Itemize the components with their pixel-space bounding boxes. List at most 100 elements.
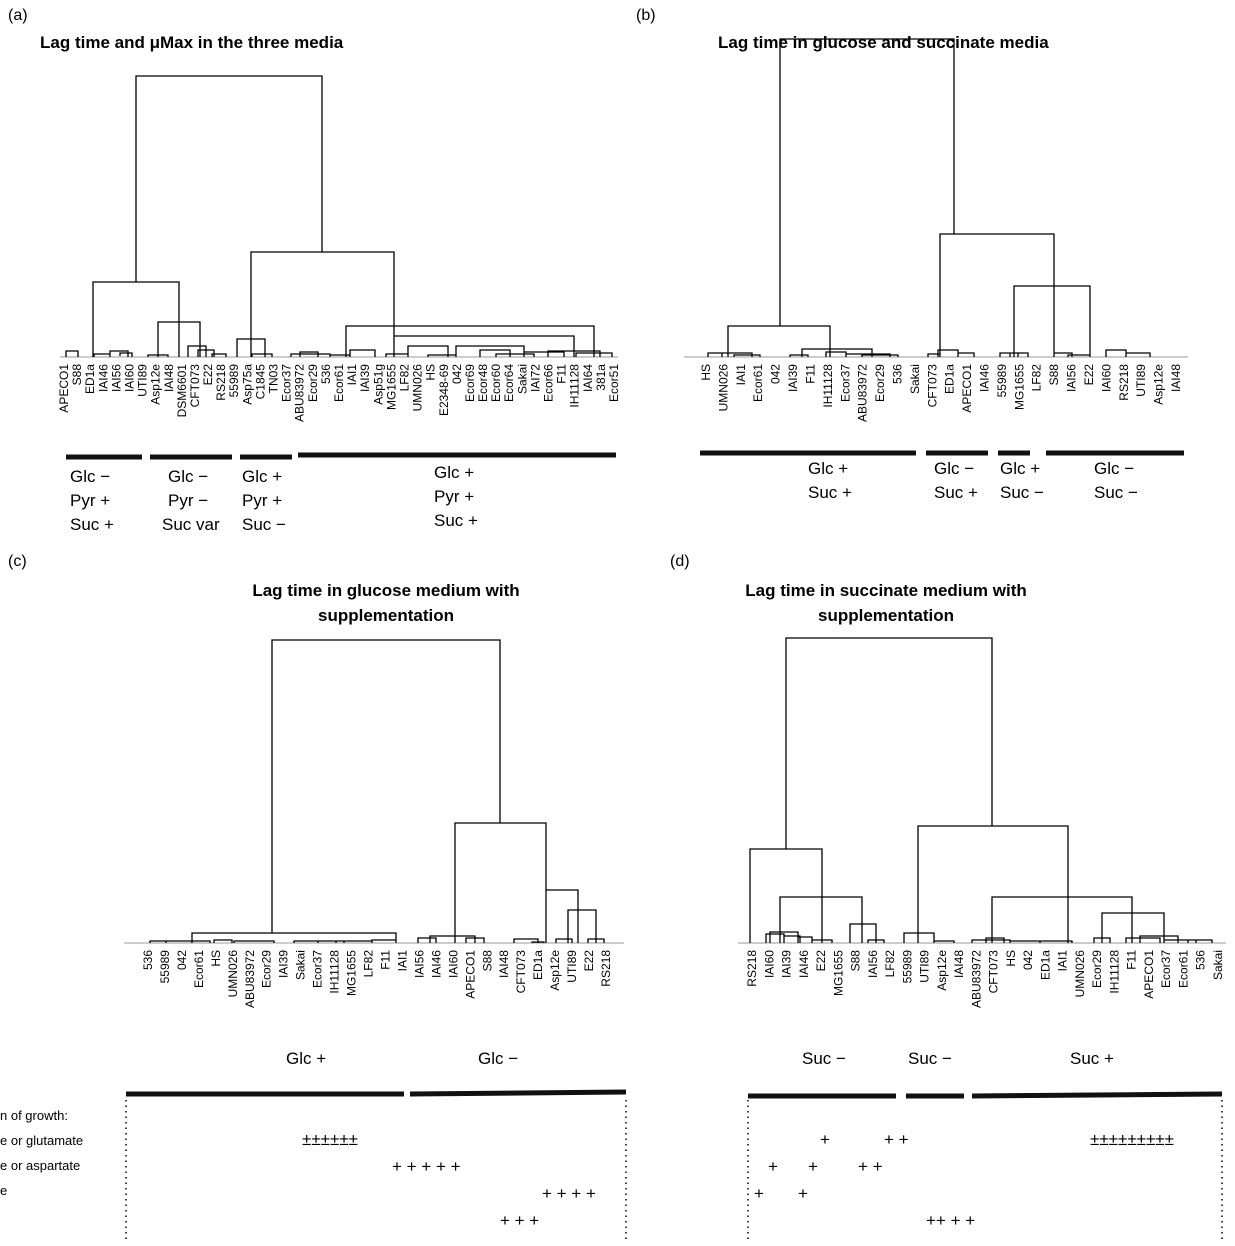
- symbol-row: +: [808, 1157, 818, 1176]
- group-a4-line-2: Pyr +: [434, 487, 474, 506]
- leaf-label: IAI48: [952, 950, 966, 978]
- leaf-label: MG1655: [1012, 364, 1026, 410]
- group-d1-label: Suc −: [802, 1049, 846, 1068]
- leaf-label: 55989: [900, 950, 914, 984]
- leaf-label: 536: [890, 364, 904, 384]
- leaf-label: IAI60: [762, 950, 776, 978]
- leaf-label: LF82: [397, 364, 411, 392]
- leaf-label: Asp51g: [371, 364, 385, 405]
- leaf-label: APECO1: [57, 364, 71, 413]
- leaf-label: Asp12e: [149, 364, 163, 405]
- group-d2-label: Suc −: [908, 1049, 952, 1068]
- leaf-label: Ecor48: [476, 364, 490, 402]
- group-b1-line-2: Suc +: [808, 483, 852, 502]
- group-a1-line-3: Suc +: [70, 515, 114, 534]
- symbol-row: + + + +: [542, 1184, 596, 1203]
- leaf-label: LF82: [362, 950, 376, 978]
- panel-c-supplement-symbols: ±±±±±± + + + + + + + + + + + +: [302, 1130, 596, 1230]
- panel-c-dendrogram: [124, 639, 624, 944]
- leaf-label: Ecor60: [489, 364, 503, 402]
- panel-c-groups: Glc + Glc −: [126, 1049, 627, 1097]
- group-a3-line-3: Suc −: [242, 515, 286, 534]
- leaf-label: F11: [378, 950, 392, 970]
- leaf-label: Ecor29: [1090, 950, 1104, 988]
- group-a1-line-2: Pyr +: [70, 491, 110, 510]
- leaf-label: Ecor69: [463, 364, 477, 402]
- panel-d-supplement-symbols: + + + ±±±±±±±±± + + + + + + ++ + +: [754, 1130, 1174, 1230]
- supplement-table-frame: [125, 1100, 1223, 1242]
- leaf-label: IAI56: [866, 950, 880, 978]
- leaf-label: RS218: [214, 364, 228, 401]
- leaf-label: Sakai: [1211, 950, 1225, 980]
- symbol-row: + + +: [500, 1211, 539, 1230]
- supplement-legend: n of growth: e or glutamate e or asparta…: [0, 1108, 83, 1198]
- group-b2-line-2: Suc +: [934, 483, 978, 502]
- legend-heading: n of growth:: [0, 1108, 68, 1123]
- group-b4-line-2: Suc −: [1094, 483, 1138, 502]
- leaf-label: IAI48: [1169, 364, 1183, 392]
- leaf-label: S88: [70, 364, 84, 386]
- leaf-label: UTI89: [918, 950, 932, 983]
- symbol-row: ++ + +: [926, 1211, 975, 1230]
- group-a2-line-3: Suc var: [162, 515, 220, 534]
- symbol-row: +: [754, 1184, 764, 1203]
- leaf-label: RS218: [1117, 364, 1131, 401]
- leaf-label: UMN026: [226, 950, 240, 998]
- leaf-label: 55989: [995, 364, 1009, 398]
- panel-d-title-line-1: Lag time in succinate medium with: [745, 581, 1027, 600]
- symbol-row: + +: [884, 1130, 909, 1149]
- leaf-label: UMN026: [1073, 950, 1087, 998]
- panel-d-leaf-labels: RS218 IAI60 IAI39 IAI46 E22 MG1655 S88 IAI56 LF8…: [745, 950, 1225, 1008]
- leaf-label: UTI89: [136, 364, 150, 397]
- leaf-label: Ecor37: [1159, 950, 1173, 988]
- leaf-label: IAI46: [429, 950, 443, 978]
- leaf-label: MG1655: [384, 364, 398, 410]
- group-a2-line-2: Pyr −: [168, 491, 208, 510]
- leaf-label: MG1655: [345, 950, 359, 996]
- panel-b-groups: Glc + Suc + Glc − Suc + Glc + Suc − Glc …: [700, 450, 1184, 502]
- panel-c-branches: [149, 639, 605, 943]
- leaf-label: IAI56: [1065, 364, 1079, 392]
- leaf-label: IAI60: [446, 950, 460, 978]
- leaf-label: UTI89: [1134, 364, 1148, 397]
- leaf-label: Sakai: [294, 950, 308, 980]
- leaf-label: UTI89: [565, 950, 579, 983]
- leaf-label: IAI1: [1056, 950, 1070, 972]
- leaf-label: Ecor61: [192, 950, 206, 988]
- panel-a-dendrogram: [60, 75, 618, 358]
- leaf-label: HS: [699, 364, 713, 381]
- leaf-label: IAI39: [780, 950, 794, 978]
- leaf-label: MG1655: [831, 950, 845, 996]
- legend-row-3: e: [0, 1183, 7, 1198]
- legend-row-2: e or aspartate: [0, 1158, 80, 1173]
- leaf-label: S88: [849, 950, 863, 972]
- leaf-label: IAI56: [412, 950, 426, 978]
- panel-b-letter: (b): [636, 7, 656, 24]
- leaf-label: Asp12e: [548, 950, 562, 991]
- leaf-label: ED1a: [1038, 950, 1052, 980]
- group-b2-line-1: Glc −: [934, 459, 974, 478]
- leaf-label: 381a: [594, 364, 608, 391]
- leaf-label: APECO1: [1142, 950, 1156, 999]
- leaf-label: Ecor51: [607, 364, 621, 402]
- leaf-label: ED1a: [943, 364, 957, 394]
- leaf-label: IAI64: [581, 364, 595, 392]
- group-b4-line-1: Glc −: [1094, 459, 1134, 478]
- legend-row-1: e or glutamate: [0, 1133, 83, 1148]
- leaf-label: Sakai: [515, 364, 529, 394]
- leaf-label: CFT073: [514, 950, 528, 994]
- symbol-row: + +: [858, 1157, 883, 1176]
- leaf-label: CFT073: [188, 364, 202, 408]
- leaf-label: IAI39: [786, 364, 800, 392]
- group-b3-line-1: Glc +: [1000, 459, 1040, 478]
- leaf-label: IH11128: [1107, 950, 1121, 994]
- leaf-label: IAI46: [978, 364, 992, 392]
- leaf-label: 55989: [227, 364, 241, 398]
- panel-d-title-line-2: supplementation: [818, 606, 954, 625]
- leaf-label: IAI48: [497, 950, 511, 978]
- leaf-label: HS: [424, 364, 438, 381]
- leaf-label: E22: [1082, 364, 1096, 386]
- leaf-label: 042: [1021, 950, 1035, 970]
- leaf-label: IAI56: [109, 364, 123, 392]
